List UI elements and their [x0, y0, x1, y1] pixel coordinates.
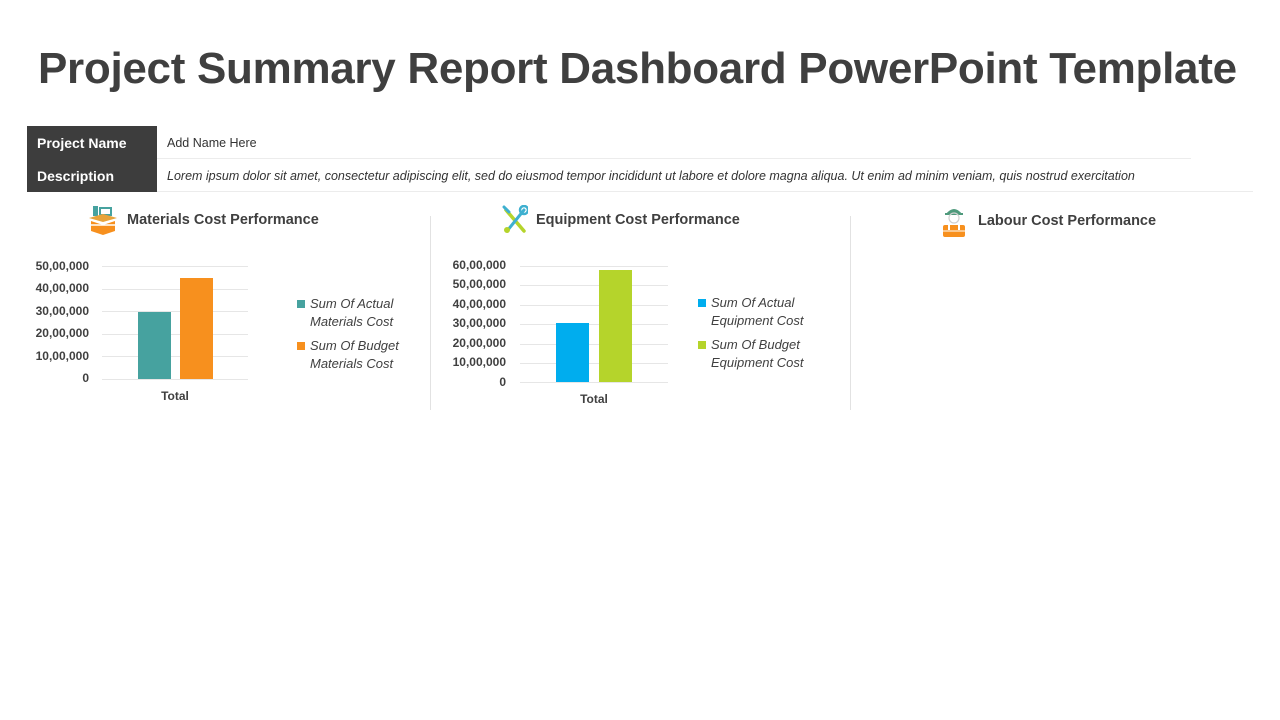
equipment-panel-header: Equipment Cost Performance — [502, 204, 740, 235]
project-info-table: Project Name Add Name Here Description L… — [27, 126, 1253, 192]
y-tick: 10,00,000 — [452, 355, 506, 369]
y-tick: 20,00,000 — [35, 326, 89, 340]
gridline — [520, 266, 668, 267]
labour-panel-title: Labour Cost Performance — [978, 213, 1157, 229]
materials-box-icon — [87, 204, 119, 236]
legend-swatch — [698, 299, 706, 307]
y-tick: 40,00,000 — [452, 297, 506, 311]
gridline — [520, 363, 668, 364]
y-tick: 10,00,000 — [35, 349, 89, 363]
project-name-value[interactable]: Add Name Here — [167, 135, 257, 150]
row-divider — [157, 191, 1253, 192]
project-name-label: Project Name — [27, 126, 157, 159]
worker-icon — [942, 205, 966, 237]
gridline — [102, 266, 248, 267]
materials-legend: Sum Of Actual Materials Cost Sum Of Budg… — [297, 295, 420, 379]
labour-panel-header: Labour Cost Performance — [942, 205, 1156, 237]
legend-item-budget-equipment[interactable]: Sum Of Budget Equipment Cost — [698, 336, 821, 372]
gridline — [520, 305, 668, 306]
baseline — [520, 382, 668, 383]
materials-panel-title: Materials Cost Performance — [127, 212, 319, 228]
gridline — [102, 289, 248, 290]
y-tick: 30,00,000 — [452, 316, 506, 330]
description-row: Description Lorem ipsum dolor sit amet, … — [27, 159, 1253, 192]
description-label: Description — [27, 159, 157, 192]
materials-panel-header: Materials Cost Performance — [87, 204, 319, 236]
materials-chart: 50,00,000 40,00,000 30,00,000 20,00,000 … — [30, 258, 260, 408]
legend-item-actual-equipment[interactable]: Sum Of Actual Equipment Cost — [698, 294, 821, 330]
description-value[interactable]: Lorem ipsum dolor sit amet, consectetur … — [167, 168, 1135, 183]
page-title: Project Summary Report Dashboard PowerPo… — [38, 44, 1237, 93]
legend-swatch — [297, 342, 305, 350]
equipment-panel-title: Equipment Cost Performance — [536, 212, 740, 228]
x-axis-label: Total — [580, 392, 608, 406]
wrench-screwdriver-icon — [502, 204, 530, 235]
y-tick: 40,00,000 — [35, 281, 89, 295]
x-axis-label: Total — [161, 389, 189, 403]
bar-budget-materials[interactable] — [180, 278, 213, 379]
y-tick: 30,00,000 — [35, 304, 89, 318]
gridline — [520, 285, 668, 286]
panel-divider — [430, 216, 431, 410]
gridline — [102, 311, 248, 312]
baseline — [102, 379, 248, 380]
gridline — [520, 324, 668, 325]
y-tick: 20,00,000 — [452, 336, 506, 350]
equipment-legend: Sum Of Actual Equipment Cost Sum Of Budg… — [698, 294, 821, 378]
bar-budget-equipment[interactable] — [599, 270, 632, 382]
y-tick: 0 — [82, 371, 89, 385]
project-name-row: Project Name Add Name Here — [27, 126, 1253, 159]
bar-actual-equipment[interactable] — [556, 323, 589, 382]
gridline — [520, 344, 668, 345]
gridline — [102, 334, 248, 335]
panel-divider — [850, 216, 851, 410]
gridline — [102, 356, 248, 357]
legend-item-actual-materials[interactable]: Sum Of Actual Materials Cost — [297, 295, 420, 331]
row-divider — [157, 158, 1191, 159]
legend-swatch — [297, 300, 305, 308]
y-tick: 50,00,000 — [35, 259, 89, 273]
legend-swatch — [698, 341, 706, 349]
bar-actual-materials[interactable] — [138, 312, 171, 379]
y-tick: 50,00,000 — [452, 277, 506, 291]
y-tick: 60,00,000 — [452, 258, 506, 272]
equipment-chart: 60,00,000 50,00,000 40,00,000 30,00,000 … — [442, 258, 682, 410]
y-tick: 0 — [499, 375, 506, 389]
legend-item-budget-materials[interactable]: Sum Of Budget Materials Cost — [297, 337, 420, 373]
